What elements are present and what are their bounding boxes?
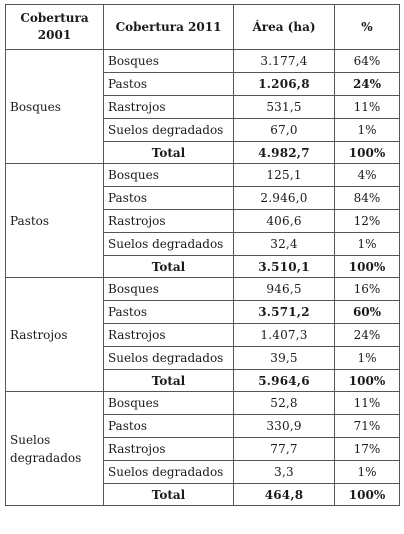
cover-2011-cell: Bosques (103, 277, 234, 301)
cover-2011-cell: Suelos degradados (103, 346, 234, 370)
area-cell: 1.206,8 (233, 72, 335, 96)
total-label: Total (103, 483, 234, 506)
header-row: Cobertura 2001 Cobertura 2011 Área (ha) … (5, 4, 400, 50)
area-cell: 1.407,3 (233, 323, 335, 347)
percent-cell: 12% (334, 209, 400, 233)
header-percent: % (334, 4, 400, 50)
area-cell: 39,5 (233, 346, 335, 370)
cover-2011-cell: Pastos (103, 186, 234, 210)
cover-2011-cell: Suelos degradados (103, 118, 234, 142)
table-header: Cobertura 2001 Cobertura 2011 Área (ha) … (5, 4, 400, 50)
table-row: Suelos degradados Bosques 52,8 11% (5, 391, 400, 506)
area-cell: 406,6 (233, 209, 335, 233)
percent-cell: 24% (334, 323, 400, 347)
cover-2011-cell: Rastrojos (103, 209, 234, 233)
table-row: Pastos Bosques 125,1 4% (5, 163, 400, 278)
percent-cell: 11% (334, 391, 400, 415)
percent-cell: 11% (334, 95, 400, 119)
total-percent-cell: 100% (334, 483, 400, 506)
total-row: Total 3.510,1 100% (6, 255, 400, 278)
percent-cell: 1% (334, 460, 400, 484)
total-percent-cell: 100% (334, 141, 400, 164)
percent-cell: 16% (334, 277, 400, 301)
percent-cell: 1% (334, 346, 400, 370)
cover-2011-cell: Bosques (103, 49, 234, 73)
percent-cell: 60% (334, 300, 400, 324)
cover-2011-cell: Suelos degradados (103, 232, 234, 256)
group-label: Bosques (5, 49, 104, 164)
group-label: Pastos (5, 163, 104, 278)
percent-cell: 84% (334, 186, 400, 210)
table-row: Suelos degradados 67,0 1% (6, 118, 400, 142)
area-cell: 67,0 (233, 118, 335, 142)
area-cell: 125,1 (233, 163, 335, 187)
group-label: Rastrojos (5, 277, 104, 392)
area-cell: 32,4 (233, 232, 335, 256)
percent-cell: 64% (334, 49, 400, 73)
total-row: Total 4.982,7 100% (6, 141, 400, 164)
header-area: Área (ha) (233, 4, 335, 50)
total-label: Total (103, 141, 234, 164)
area-cell: 52,8 (233, 391, 335, 415)
cover-2011-cell: Suelos degradados (103, 460, 234, 484)
total-percent-cell: 100% (334, 255, 400, 278)
percent-cell: 4% (334, 163, 400, 187)
table-row: Suelos degradados 32,4 1% (6, 232, 400, 256)
area-cell: 330,9 (233, 414, 335, 438)
area-cell: 946,5 (233, 277, 335, 301)
percent-cell: 71% (334, 414, 400, 438)
area-cell: 531,5 (233, 95, 335, 119)
header-cobertura-2001: Cobertura 2001 (5, 4, 104, 50)
cover-2011-cell: Bosques (103, 391, 234, 415)
area-cell: 3,3 (233, 460, 335, 484)
table-row: Bosques Bosques 3.177,4 64% (5, 49, 400, 164)
percent-cell: 1% (334, 232, 400, 256)
cover-2011-cell: Pastos (103, 414, 234, 438)
total-area-cell: 5.964,6 (233, 369, 335, 392)
total-area-cell: 3.510,1 (233, 255, 335, 278)
total-label: Total (103, 255, 234, 278)
cover-2011-cell: Rastrojos (103, 437, 234, 461)
cover-2011-cell: Rastrojos (103, 323, 234, 347)
table-row: Pastos 1.206,8 24% (6, 72, 400, 96)
total-row: Total 464,8 100% (6, 483, 400, 506)
table-row: Pastos 2.946,0 84% (6, 186, 400, 210)
table-row: Rastrojos 1.407,3 24% (6, 323, 400, 347)
table-row: Rastrojos 77,7 17% (6, 437, 400, 461)
total-percent-cell: 100% (334, 369, 400, 392)
cover-2011-cell: Bosques (103, 163, 234, 187)
area-cell: 3.177,4 (233, 49, 335, 73)
table-body: Bosques Bosques 3.177,4 64% Pastos 1.206,8 24%… (5, 49, 400, 506)
cover-2011-cell: Pastos (103, 300, 234, 324)
total-area-cell: 4.982,7 (233, 141, 335, 164)
table-row: Rastrojos Bosques 946,5 16% (5, 277, 400, 392)
coverage-change-table: Cobertura 2001 Cobertura 2011 Área (ha) … (5, 4, 400, 506)
cover-2011-cell: Rastrojos (103, 95, 234, 119)
total-label: Total (103, 369, 234, 392)
area-cell: 77,7 (233, 437, 335, 461)
header-cobertura-2011: Cobertura 2011 (103, 4, 234, 50)
group-label: Suelos degradados (5, 391, 104, 506)
percent-cell: 1% (334, 118, 400, 142)
table-row: Rastrojos 406,6 12% (6, 209, 400, 233)
area-cell: 3.571,2 (233, 300, 335, 324)
total-area-cell: 464,8 (233, 483, 335, 506)
percent-cell: 24% (334, 72, 400, 96)
cover-2011-cell: Pastos (103, 72, 234, 96)
table-row: Suelos degradados 39,5 1% (6, 346, 400, 370)
table-row: Rastrojos 531,5 11% (6, 95, 400, 119)
table-row: Pastos 3.571,2 60% (6, 300, 400, 324)
percent-cell: 17% (334, 437, 400, 461)
area-cell: 2.946,0 (233, 186, 335, 210)
